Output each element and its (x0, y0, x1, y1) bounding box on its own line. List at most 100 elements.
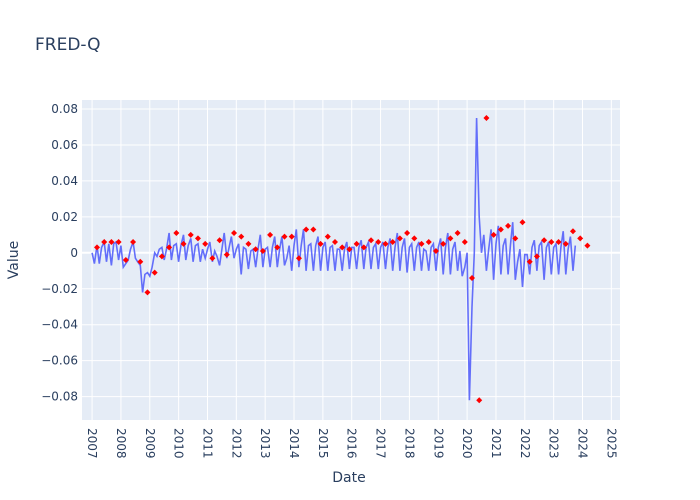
data-point-marker (512, 235, 519, 242)
data-point-marker (115, 239, 122, 246)
data-point-marker (490, 231, 497, 238)
data-point-marker (497, 226, 504, 233)
data-point-marker (569, 228, 576, 235)
y-tick-label: 0 (70, 246, 78, 260)
x-tick-label: 2017 (374, 428, 388, 459)
data-point-marker (238, 233, 245, 240)
data-point-marker (216, 237, 223, 244)
data-point-marker (130, 239, 137, 246)
data-point-marker (101, 239, 108, 246)
y-tick-label: 0.06 (51, 138, 78, 152)
data-point-marker (562, 240, 569, 247)
x-tick-label: 2014 (287, 428, 301, 459)
data-point-marker (548, 239, 555, 246)
data-point-marker (144, 289, 151, 296)
data-point-marker (533, 253, 540, 260)
data-point-marker (310, 226, 317, 233)
data-point-marker (555, 239, 562, 246)
data-point-marker (180, 240, 187, 247)
x-tick-label: 2009 (143, 428, 157, 459)
data-point-marker (476, 397, 483, 404)
data-point-marker (158, 253, 165, 260)
series-markers (94, 114, 591, 404)
data-point-marker (447, 235, 454, 242)
x-tick-label: 2012 (229, 428, 243, 459)
data-point-marker (461, 239, 468, 246)
data-point-marker (274, 244, 281, 251)
y-tick-label: 0.04 (51, 174, 78, 188)
x-tick-label: 2010 (172, 428, 186, 459)
data-point-marker (469, 274, 476, 281)
y-tick-label: −0.08 (41, 390, 78, 404)
data-point-marker (541, 237, 548, 244)
data-point-marker (432, 248, 439, 255)
y-tick-label: −0.04 (41, 318, 78, 332)
data-point-marker (483, 114, 490, 121)
x-tick-label: 2023 (547, 428, 561, 459)
x-tick-label: 2018 (402, 428, 416, 459)
data-point-marker (440, 240, 447, 247)
data-point-marker (339, 244, 346, 251)
data-point-marker (454, 230, 461, 237)
data-point-marker (360, 244, 367, 251)
data-point-marker (223, 251, 230, 258)
x-tick-label: 2019 (431, 428, 445, 459)
x-tick-label: 2024 (575, 428, 589, 459)
gridlines (82, 100, 620, 420)
chart-title: FRED-Q (35, 35, 101, 55)
x-tick-label: 2025 (604, 428, 618, 459)
data-point-marker (166, 244, 173, 251)
data-point-marker (303, 226, 310, 233)
data-point-marker (259, 248, 266, 255)
y-tick-label: 0.02 (51, 210, 78, 224)
x-tick-label: 2008 (114, 428, 128, 459)
y-axis-title: Value (6, 241, 22, 279)
data-point-marker (425, 239, 432, 246)
data-point-marker (202, 240, 209, 247)
data-point-marker (281, 233, 288, 240)
x-tick-label: 2013 (258, 428, 272, 459)
data-point-marker (231, 230, 238, 237)
data-point-marker (346, 246, 353, 253)
data-point-marker (324, 233, 331, 240)
data-point-marker (396, 235, 403, 242)
x-axis-ticks: 2007 2008 2009 2010 2011 2012 2013 2014 2015 2016… (85, 428, 618, 459)
data-point-marker (353, 240, 360, 247)
data-point-marker (331, 239, 338, 246)
data-point-marker (94, 244, 101, 251)
data-point-marker (151, 269, 158, 276)
data-point-marker (317, 240, 324, 247)
y-tick-label: −0.02 (41, 282, 78, 296)
data-point-marker (375, 239, 382, 246)
data-point-marker (187, 231, 194, 238)
data-point-marker (245, 240, 252, 247)
data-point-marker (505, 222, 512, 229)
data-point-marker (252, 246, 259, 253)
data-point-marker (288, 233, 295, 240)
data-point-marker (209, 255, 216, 262)
data-point-marker (122, 257, 129, 263)
x-tick-label: 2021 (489, 428, 503, 459)
data-point-marker (411, 235, 418, 242)
x-tick-label: 2020 (460, 428, 474, 459)
data-point-marker (194, 235, 201, 242)
x-tick-label: 2016 (345, 428, 359, 459)
data-point-marker (173, 230, 180, 237)
series-line (91, 117, 577, 401)
data-point-marker (295, 255, 302, 262)
data-point-marker (267, 231, 274, 238)
data-point-marker (137, 258, 144, 265)
x-tick-label: 2007 (85, 428, 99, 459)
data-point-marker (584, 242, 591, 249)
data-point-marker (404, 230, 411, 237)
x-tick-label: 2011 (200, 428, 214, 459)
data-point-marker (368, 237, 375, 244)
data-point-marker (577, 235, 584, 242)
y-axis-ticks: 0.08 0.06 0.04 0.02 0 −0.02 −0.04 −0.06 −0.08 (41, 102, 78, 404)
x-tick-label: 2022 (518, 428, 532, 459)
y-tick-label: 0.08 (51, 102, 78, 116)
data-point-marker (418, 240, 425, 247)
data-point-marker (382, 240, 389, 247)
